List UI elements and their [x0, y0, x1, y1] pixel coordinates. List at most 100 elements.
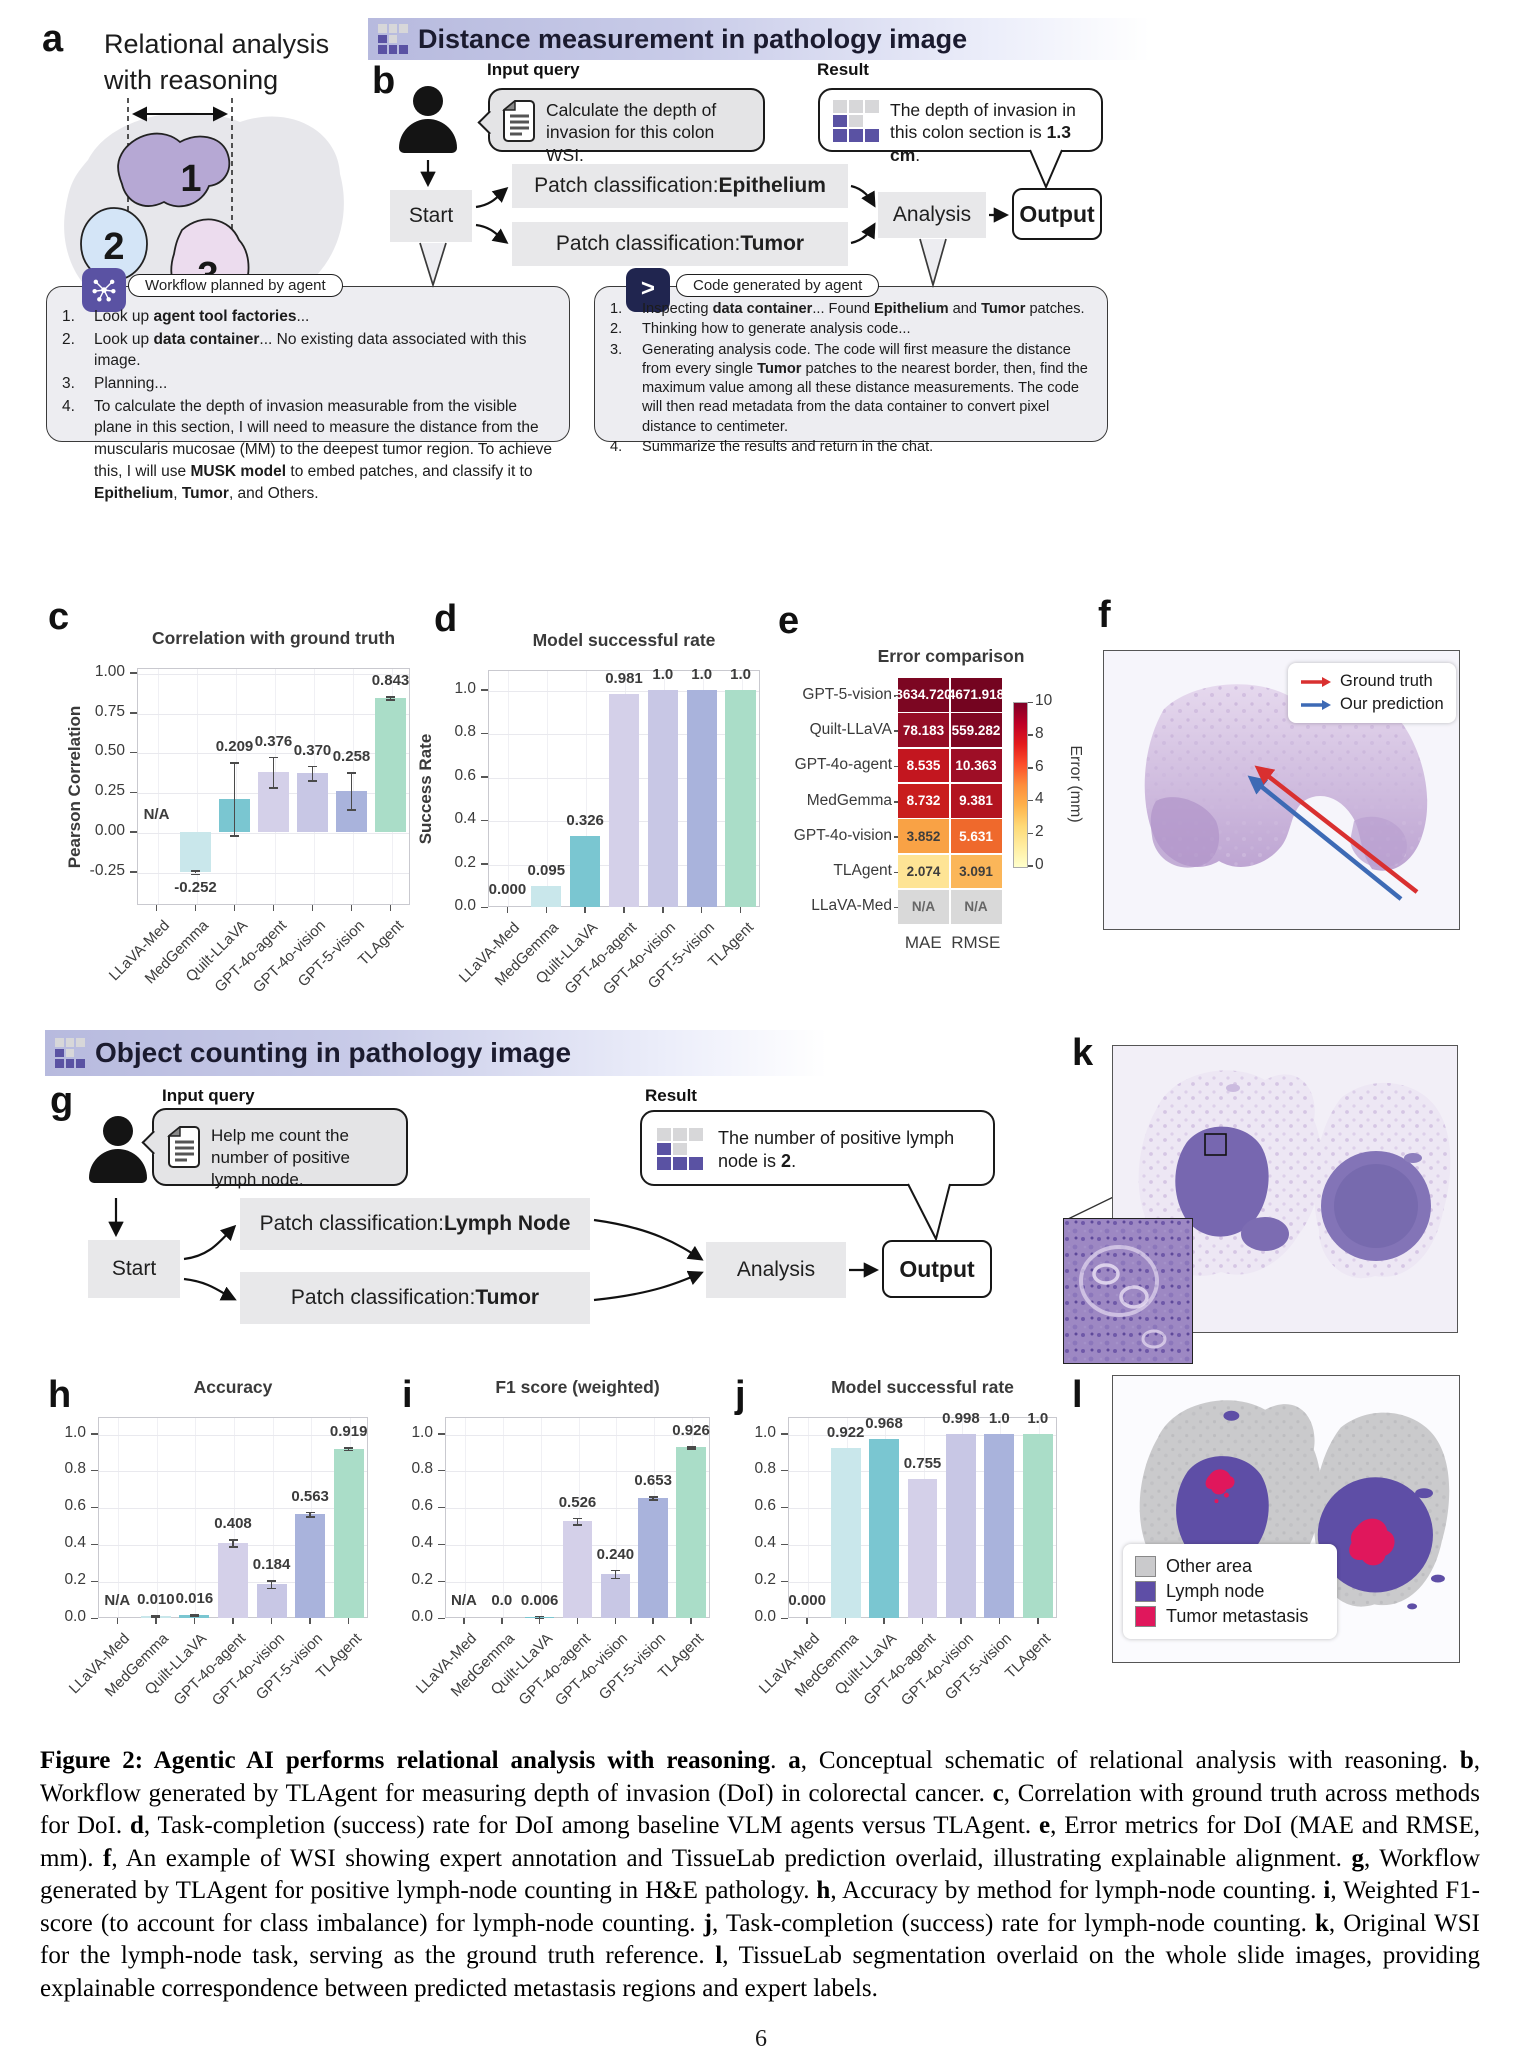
column-label: MAE	[904, 933, 942, 953]
colorbar-tick-label: 10	[1035, 692, 1053, 709]
analysis-node: Analysis	[706, 1242, 846, 1298]
value-label: 0.000	[488, 881, 527, 898]
value-label: 1.0	[691, 665, 713, 683]
y-tick-label: 0.2	[454, 853, 476, 871]
error-bar-cap	[269, 756, 278, 759]
horizontal-gridline	[789, 1471, 1056, 1473]
y-tick	[130, 831, 137, 833]
panel-letter-d: d	[434, 598, 458, 640]
horizontal-gridline	[789, 1434, 1056, 1436]
y-tick	[91, 1506, 98, 1509]
y-tick	[438, 1433, 445, 1435]
region-2-label: 2	[103, 226, 124, 268]
x-tick	[232, 1618, 234, 1624]
panel-letter-c: c	[48, 596, 70, 638]
row-label: MedGemma	[806, 791, 892, 809]
panel-l-segmentation: Other area Lymph node Tumor metastasis	[1060, 1372, 1462, 1672]
value-label: 0.755	[903, 1454, 942, 1472]
x-tick	[1037, 1618, 1039, 1624]
row-label: LLaVA-Med	[811, 897, 892, 915]
value-label: 0.0	[491, 1592, 513, 1609]
value-label: 0.926	[672, 1422, 710, 1440]
bar-TLAgent	[1022, 1433, 1053, 1618]
section-title: Distance measurement in pathology image	[418, 23, 968, 54]
patch-classification-epithelium-node: Patch classification: Epithelium	[512, 164, 848, 208]
region-1-label: 1	[180, 158, 201, 200]
row-label: GPT-5-vision	[802, 685, 892, 703]
bar-TLAgent	[676, 1447, 706, 1618]
y-tick	[91, 1543, 98, 1546]
colorbar-tick	[1028, 832, 1033, 835]
legend-label: Other area	[1166, 1556, 1253, 1576]
error-bar-cap	[648, 1496, 658, 1498]
result-bubble: The depth of invasion in this colon sect…	[818, 88, 1103, 165]
y-tick	[438, 1580, 445, 1583]
heatmap-cell-MedGemma-RMSE: 9.381	[950, 783, 1002, 818]
wsi-frame: Ground truth Our prediction	[1103, 650, 1460, 930]
x-tick	[960, 1618, 962, 1624]
horizontal-gridline	[138, 872, 409, 874]
input-query-text: Calculate the depth of invasion for this…	[546, 100, 717, 165]
y-tick	[130, 712, 137, 714]
error-bar-cap	[267, 1580, 277, 1582]
x-tick	[501, 1618, 503, 1624]
x-tick	[545, 907, 548, 913]
y-tick	[481, 776, 488, 778]
vertical-gridline	[616, 1418, 618, 1617]
heatmap-cell-MedGemma-MAE: 8.732	[898, 783, 949, 818]
heatmap-cell-LLaVA-Med-RMSE: N/A	[950, 889, 1002, 924]
arrow-start-to-tumor	[183, 1277, 237, 1301]
panel-letter-i: i	[402, 1374, 413, 1416]
row-tick	[894, 801, 899, 803]
value-label: N/A	[143, 805, 170, 823]
error-bar-cap	[189, 1614, 199, 1616]
bar-TLAgent	[333, 1448, 364, 1618]
row-tick	[894, 765, 899, 768]
y-tick-label: 1.0	[411, 1423, 433, 1441]
error-bar-cap	[610, 1577, 620, 1580]
value-label: 0.326	[566, 812, 604, 830]
result-bubble: The number of positive lymph node is 2.	[640, 1110, 995, 1186]
segmentation-frame: Other area Lymph node Tumor metastasis	[1112, 1375, 1460, 1663]
colorbar-label: Error (mm)	[1067, 745, 1084, 823]
prediction-arrow	[1247, 775, 1403, 901]
tumor-metastasis-region	[1205, 1469, 1235, 1495]
error-bar	[309, 1511, 311, 1517]
result-label: Result	[645, 1086, 697, 1105]
y-tick-label: 0.75	[94, 702, 125, 720]
vertical-gridline	[352, 669, 354, 904]
row-tick	[894, 695, 899, 697]
panel-a-title: Relational analysis with reasoning	[104, 26, 329, 99]
vertical-gridline	[235, 669, 237, 904]
error-bar-cap	[344, 1447, 354, 1449]
legend-swatch	[1135, 1556, 1156, 1577]
y-tick-label: 0.0	[411, 1608, 433, 1625]
chart-f1-score: F1 score (weighted) 1.0 0.8 0.6 0.4 0.2 0.0 N/A…	[392, 1372, 722, 1740]
chart-title: Accuracy	[193, 1377, 273, 1397]
y-tick-label: 0.8	[454, 723, 476, 741]
y-tick-label: 0.2	[64, 1571, 86, 1589]
y-tick	[781, 1433, 788, 1435]
y-tick	[481, 689, 488, 691]
panel-letter-k: k	[1072, 1032, 1094, 1074]
legend-label: Ground truth	[1340, 672, 1433, 690]
wsi-frame	[1112, 1045, 1458, 1333]
value-label: N/A	[104, 1592, 131, 1609]
horizontal-gridline	[138, 832, 409, 834]
value-label: 0.016	[175, 1590, 214, 1608]
y-tick-label: 0.4	[454, 810, 476, 828]
document-icon	[502, 100, 535, 142]
bar-Quilt-LLaVA	[869, 1439, 900, 1618]
value-label: -0.252	[174, 878, 217, 896]
value-label: 0.968	[865, 1415, 903, 1433]
bar-MedGemma	[180, 831, 211, 872]
y-tick	[481, 906, 488, 908]
row-label: GPT-4o-vision	[793, 826, 892, 844]
value-label: 0.209	[215, 738, 254, 755]
value-label: 0.095	[527, 862, 566, 880]
horizontal-gridline	[99, 1434, 367, 1436]
bar-GPT-4o-vision	[647, 689, 678, 907]
value-label: 1.0	[652, 665, 674, 683]
horizontal-gridline	[99, 1471, 367, 1473]
code-terminal-icon: >	[626, 268, 670, 312]
